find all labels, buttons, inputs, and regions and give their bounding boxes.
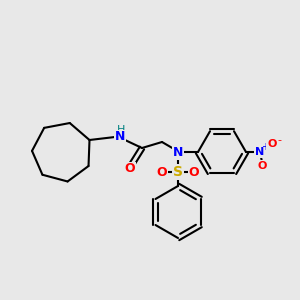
Text: +: +	[261, 142, 269, 152]
Text: H: H	[117, 125, 125, 135]
Text: S: S	[173, 165, 183, 179]
Text: -: -	[277, 135, 281, 145]
Text: O: O	[267, 139, 277, 149]
Text: N: N	[255, 147, 265, 157]
Text: O: O	[125, 163, 135, 176]
Text: O: O	[257, 161, 267, 171]
Text: N: N	[115, 130, 125, 143]
Text: O: O	[189, 166, 199, 178]
Text: N: N	[173, 146, 183, 158]
Text: O: O	[157, 166, 167, 178]
